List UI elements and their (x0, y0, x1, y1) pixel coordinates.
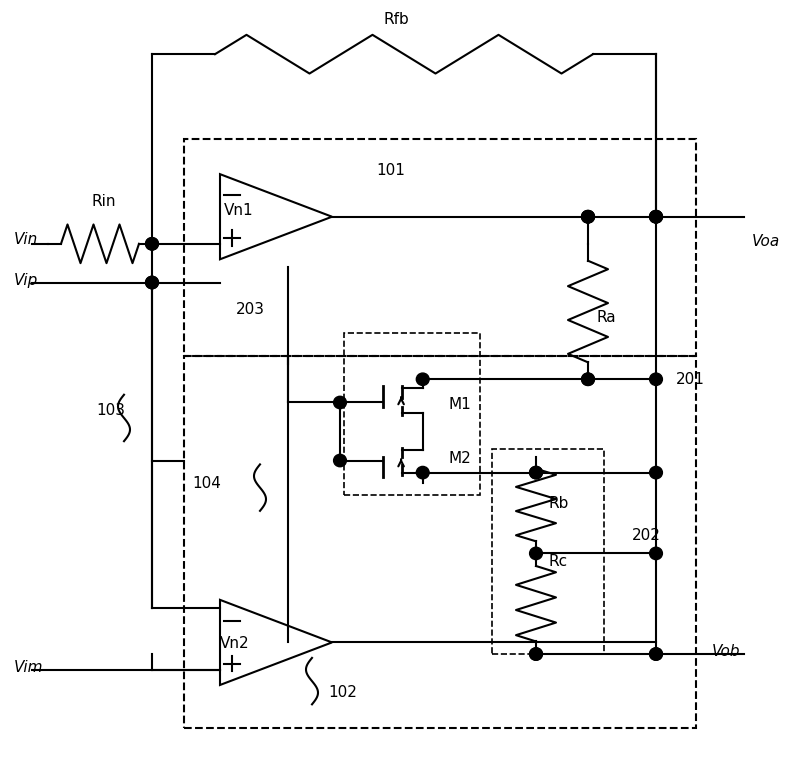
Text: Rc: Rc (548, 553, 567, 569)
Circle shape (334, 396, 346, 409)
Text: Vip: Vip (14, 272, 38, 288)
Text: 104: 104 (192, 476, 221, 491)
Text: Rfb: Rfb (383, 12, 409, 27)
Circle shape (416, 467, 429, 479)
Text: Voa: Voa (752, 234, 780, 249)
Circle shape (650, 211, 662, 223)
Circle shape (416, 373, 429, 385)
Circle shape (530, 467, 542, 479)
Circle shape (650, 373, 662, 385)
Circle shape (650, 467, 662, 479)
Text: M1: M1 (448, 396, 470, 412)
Text: 101: 101 (376, 163, 405, 178)
Text: 203: 203 (236, 302, 265, 317)
Circle shape (530, 547, 542, 560)
Text: M2: M2 (448, 451, 470, 467)
Circle shape (334, 454, 346, 467)
Circle shape (582, 211, 594, 223)
Circle shape (650, 211, 662, 223)
Text: Vn2: Vn2 (220, 636, 250, 652)
Circle shape (582, 373, 594, 385)
Circle shape (650, 648, 662, 660)
Text: Rb: Rb (548, 495, 568, 511)
Text: Ra: Ra (596, 310, 616, 325)
Circle shape (582, 211, 594, 223)
Circle shape (582, 211, 594, 223)
Text: Vn1: Vn1 (224, 203, 254, 218)
Text: 201: 201 (676, 372, 705, 387)
Text: 102: 102 (328, 685, 357, 700)
Text: Vin: Vin (14, 232, 38, 248)
Circle shape (530, 467, 542, 479)
Circle shape (650, 211, 662, 223)
Circle shape (582, 373, 594, 385)
Circle shape (650, 648, 662, 660)
Circle shape (146, 238, 158, 250)
Circle shape (146, 238, 158, 250)
Text: Rin: Rin (92, 194, 116, 209)
Text: Vob: Vob (712, 644, 741, 659)
Text: Vim: Vim (14, 659, 43, 675)
Text: 202: 202 (632, 528, 661, 543)
Circle shape (650, 547, 662, 560)
Circle shape (530, 648, 542, 660)
Text: 103: 103 (96, 402, 125, 418)
Circle shape (146, 276, 158, 289)
Circle shape (530, 648, 542, 660)
Circle shape (146, 276, 158, 289)
